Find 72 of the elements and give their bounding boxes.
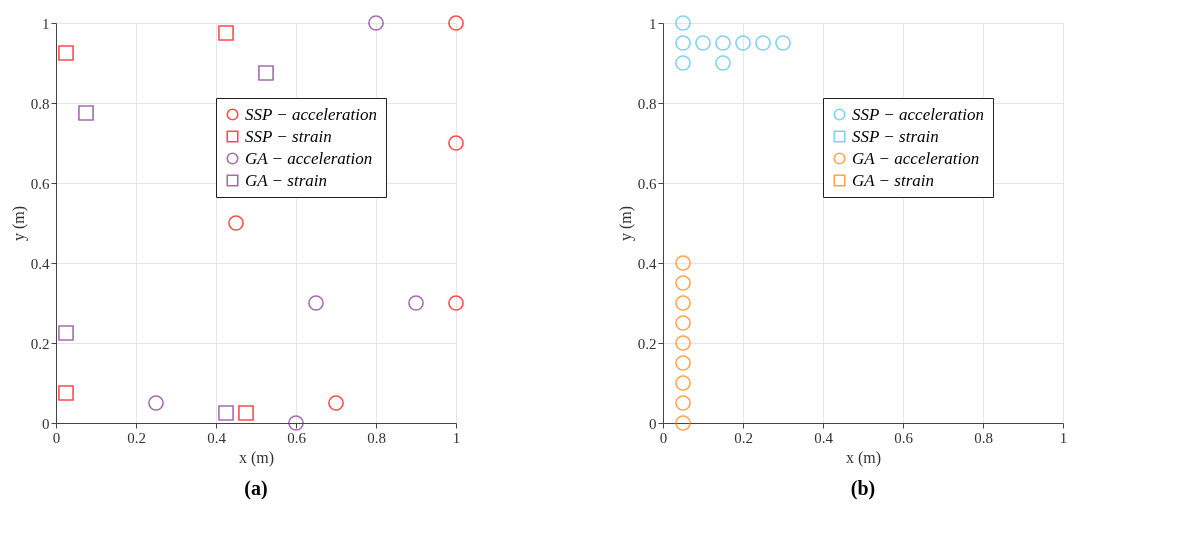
y-tick-label: 0 [649,415,657,432]
point [675,255,691,271]
point [78,105,94,121]
point [675,35,691,51]
point [675,275,691,291]
y-tick-label: 1 [42,15,50,32]
x-tick-label: 0.6 [894,429,914,446]
point [675,335,691,351]
legend-label: SSP − acceleration [852,104,985,124]
point [755,35,771,51]
x-axis-title: x (m) [238,448,275,467]
point [308,295,324,311]
y-tick-label: 0 [42,415,50,432]
point [58,385,74,401]
point [328,395,344,411]
point [675,415,691,431]
point [715,35,731,51]
point [368,15,384,31]
x-axis-title: x (m) [845,448,882,467]
point [675,315,691,331]
point [58,325,74,341]
y-tick-label: 0.2 [637,335,657,352]
legend-label: SSP − strain [852,126,939,146]
legend-label: SSP − strain [245,126,332,146]
point [675,375,691,391]
y-axis-title: y (m) [9,205,28,242]
point [675,395,691,411]
x-tick-label: 0.4 [207,429,227,446]
y-tick-label: 1 [649,15,657,32]
y-axis-title: y (m) [616,205,635,242]
y-tick-label: 0.4 [30,255,50,272]
point [675,15,691,31]
y-tick-label: 0.4 [637,255,657,272]
point [288,415,304,431]
y-tick-label: 0.6 [30,175,50,192]
x-tick-label: 0.4 [814,429,834,446]
point [218,25,234,41]
point [218,405,234,421]
x-tick-label: 0.8 [367,429,386,446]
y-tick-label: 0.8 [637,95,657,112]
point [408,295,424,311]
point [448,295,464,311]
legend-label: GA − acceleration [852,148,980,168]
point [238,405,254,421]
x-tick-label: 0.6 [287,429,307,446]
point [228,215,244,231]
point [148,395,164,411]
point [675,55,691,71]
point [58,45,74,61]
x-tick-label: 1 [452,429,461,446]
point [735,35,751,51]
x-tick-label: 1 [1059,429,1068,446]
point [448,15,464,31]
y-tick-label: 0.6 [637,175,657,192]
legend-label: SSP − acceleration [245,104,378,124]
legend-label: GA − strain [245,170,328,190]
legend-label: GA − strain [852,170,935,190]
point [715,55,731,71]
point [675,355,691,371]
text: (b) [850,477,876,500]
point [775,35,791,51]
point [448,135,464,151]
x-tick-label: 0.2 [734,429,753,446]
text: (a) [244,477,268,500]
y-tick-label: 0.8 [30,95,50,112]
x-tick-label: 0.2 [127,429,146,446]
x-tick-label: 0.8 [974,429,993,446]
legend-label: GA − acceleration [245,148,373,168]
point [258,65,274,81]
point [675,295,691,311]
y-tick-label: 0.2 [30,335,50,352]
point [695,35,711,51]
